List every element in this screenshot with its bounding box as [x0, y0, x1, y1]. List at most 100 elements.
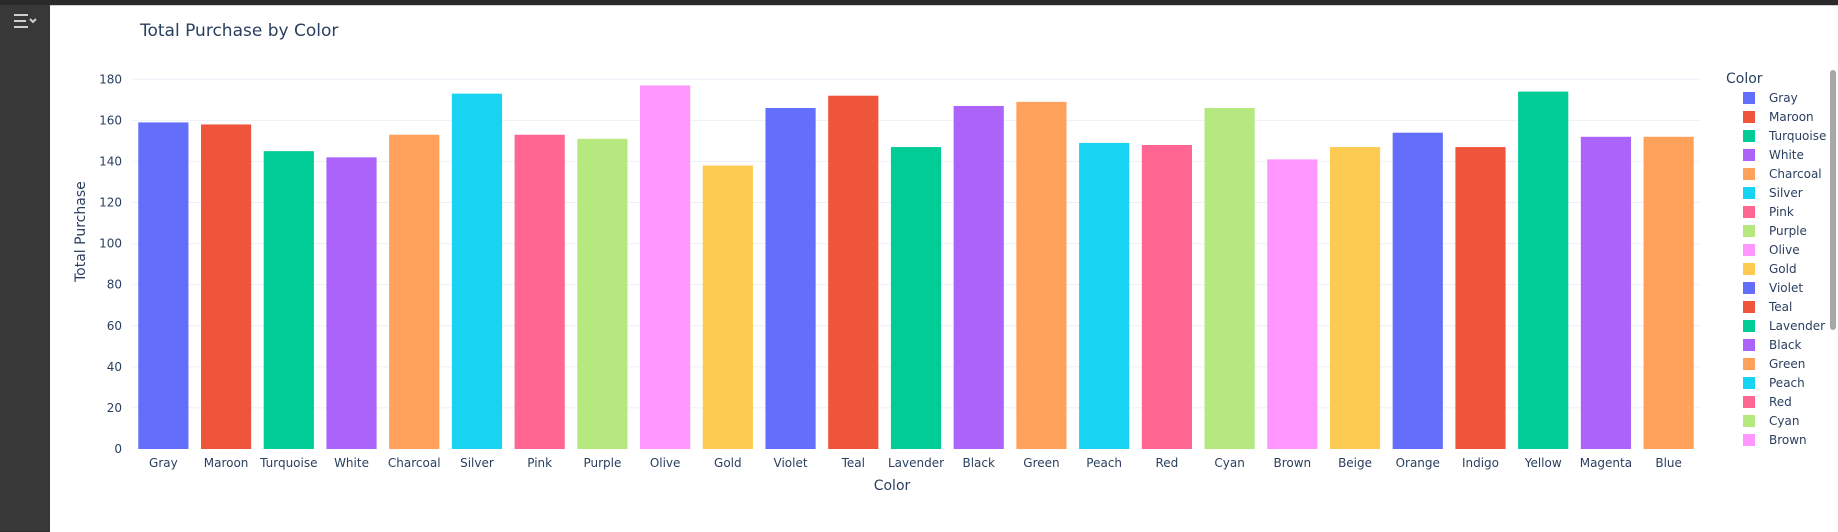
legend-swatch[interactable]: [1743, 263, 1755, 275]
legend-swatch[interactable]: [1743, 396, 1755, 408]
bar-teal[interactable]: [828, 95, 879, 450]
bar-chart: Total Purchase by Color 0 20 40 60 80 100 120 1…: [73, 21, 1826, 494]
x-tick-label: Peach: [1086, 456, 1122, 470]
bar-turquoise[interactable]: [263, 151, 314, 449]
sidebar-toggle-icon[interactable]: [12, 11, 38, 33]
x-axis-label: Color: [874, 478, 911, 494]
legend-item-turquoise[interactable]: Turquoise: [1768, 129, 1826, 143]
x-tick-label: Black: [962, 456, 995, 470]
y-tick-label: 100: [99, 237, 122, 251]
legend-swatch[interactable]: [1743, 206, 1755, 218]
y-tick-label: 40: [107, 360, 122, 374]
x-tick-label: Gray: [149, 456, 178, 470]
bar-yellow[interactable]: [1518, 91, 1569, 449]
x-tick-label: Violet: [774, 456, 808, 470]
legend-item-maroon[interactable]: Maroon: [1769, 110, 1814, 124]
x-tick-label: Blue: [1655, 456, 1682, 470]
legend-swatch[interactable]: [1743, 168, 1755, 180]
legend-item-red[interactable]: Red: [1769, 395, 1792, 409]
bar-brown[interactable]: [1267, 159, 1318, 450]
legend-swatch[interactable]: [1743, 339, 1755, 351]
legend-swatch[interactable]: [1743, 320, 1755, 332]
chart-panel: Total Purchase by Color 0 20 40 60 80 100 120 1…: [50, 5, 1838, 532]
legend-item-green[interactable]: Green: [1769, 357, 1805, 371]
legend-item-gold[interactable]: Gold: [1769, 262, 1797, 276]
bar-pink[interactable]: [514, 134, 565, 449]
legend-swatch[interactable]: [1743, 149, 1755, 161]
x-tick-labels: Gray Maroon Turquoise White Charcoal Silver Pi…: [149, 456, 1682, 470]
legend-item-violet[interactable]: Violet: [1769, 281, 1803, 295]
bar-gold[interactable]: [702, 165, 753, 450]
legend-swatch[interactable]: [1743, 301, 1755, 313]
x-tick-label: Pink: [527, 456, 552, 470]
x-tick-label: Charcoal: [388, 456, 441, 470]
legend: Gray Maroon Turquoise White Charcoal Silver Pi…: [1743, 91, 1826, 447]
legend-item-white[interactable]: White: [1769, 148, 1804, 162]
legend-item-peach[interactable]: Peach: [1769, 376, 1805, 390]
legend-item-brown[interactable]: Brown: [1769, 433, 1807, 447]
bar-olive[interactable]: [640, 85, 691, 449]
legend-item-lavender[interactable]: Lavender: [1769, 319, 1825, 333]
legend-item-silver[interactable]: Silver: [1769, 186, 1803, 200]
y-tick-labels: 0 20 40 60 80 100 120 140 160 180: [99, 72, 122, 456]
legend-swatch[interactable]: [1743, 187, 1755, 199]
legend-swatch[interactable]: [1743, 358, 1755, 370]
legend-swatch[interactable]: [1743, 130, 1755, 142]
legend-swatch[interactable]: [1743, 225, 1755, 237]
legend-swatch[interactable]: [1743, 282, 1755, 294]
x-tick-label: Magenta: [1580, 456, 1632, 470]
bar-maroon[interactable]: [200, 124, 252, 449]
bar-orange[interactable]: [1392, 132, 1443, 450]
legend-swatch[interactable]: [1743, 434, 1755, 446]
bar-black[interactable]: [953, 105, 1004, 450]
legend-swatch[interactable]: [1743, 377, 1755, 389]
x-tick-label: Maroon: [204, 456, 249, 470]
bar-green[interactable]: [1016, 101, 1067, 449]
y-tick-label: 160: [99, 113, 122, 127]
bar-gray[interactable]: [138, 122, 189, 450]
bar-beige[interactable]: [1329, 147, 1381, 449]
bar-charcoal[interactable]: [389, 134, 440, 449]
y-tick-label: 80: [107, 278, 122, 292]
bar-indigo[interactable]: [1455, 147, 1506, 449]
x-tick-label: Gold: [714, 456, 742, 470]
x-tick-label: Turquoise: [259, 456, 317, 470]
chart-title: Total Purchase by Color: [139, 21, 338, 41]
bar-peach[interactable]: [1079, 142, 1130, 449]
legend-swatch[interactable]: [1743, 415, 1755, 427]
bar-silver[interactable]: [451, 93, 503, 449]
bar-lavender[interactable]: [890, 147, 942, 449]
y-axis-label: Total Purchase: [73, 181, 89, 283]
legend-item-pink[interactable]: Pink: [1769, 205, 1794, 219]
bar-violet[interactable]: [765, 108, 816, 449]
x-tick-label: White: [334, 456, 369, 470]
bar-blue[interactable]: [1643, 136, 1694, 449]
legend-item-black[interactable]: Black: [1769, 338, 1802, 352]
bar-purple[interactable]: [577, 138, 628, 450]
legend-item-cyan[interactable]: Cyan: [1769, 414, 1799, 428]
legend-swatch[interactable]: [1743, 111, 1755, 123]
legend-swatch[interactable]: [1743, 244, 1755, 256]
bar-white[interactable]: [326, 157, 377, 449]
legend-item-gray[interactable]: Gray: [1769, 91, 1798, 105]
legend-title: Color: [1726, 71, 1763, 87]
x-tick-label: Lavender: [888, 456, 944, 470]
legend-item-charcoal[interactable]: Charcoal: [1769, 167, 1822, 181]
x-tick-label: Brown: [1273, 456, 1311, 470]
legend-swatch[interactable]: [1743, 92, 1755, 104]
x-tick-label: Indigo: [1462, 456, 1499, 470]
bar-magenta[interactable]: [1580, 136, 1632, 449]
x-tick-label: Teal: [841, 456, 865, 470]
legend-item-purple[interactable]: Purple: [1769, 224, 1807, 238]
bar-red[interactable]: [1141, 145, 1192, 449]
x-tick-label: Silver: [460, 456, 494, 470]
legend-item-teal[interactable]: Teal: [1768, 300, 1792, 314]
x-tick-label: Red: [1155, 456, 1178, 470]
bar-series: [138, 85, 1694, 450]
x-tick-label: Cyan: [1214, 456, 1244, 470]
y-tick-label: 0: [114, 442, 122, 456]
legend-item-olive[interactable]: Olive: [1769, 243, 1800, 257]
legend-scrollbar[interactable]: [1830, 70, 1836, 330]
left-rail: [0, 5, 50, 531]
bar-cyan[interactable]: [1204, 108, 1255, 449]
